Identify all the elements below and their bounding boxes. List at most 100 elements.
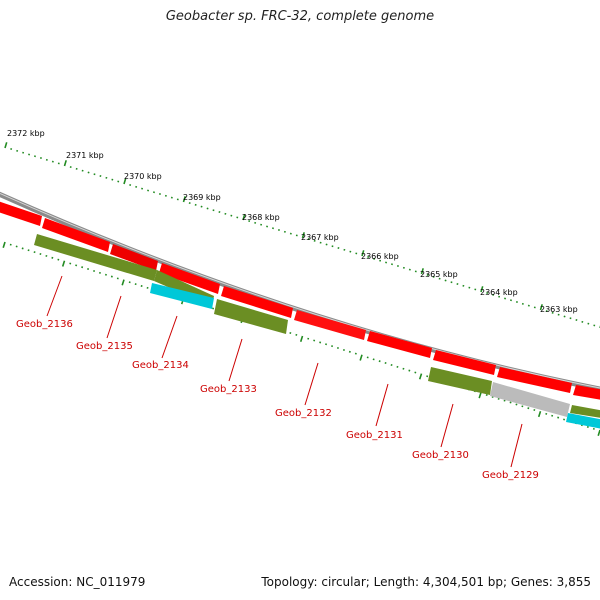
scale-tick-minor [592,427,595,430]
gene-forward[interactable] [0,200,42,226]
scale-tick-minor [586,425,589,429]
scale-tick-minor [551,414,554,417]
scale-tick-major [63,160,67,167]
gene-label-geob-2132[interactable]: Geob_2132 [275,408,332,419]
scale-tick-minor [147,189,150,192]
scale-tick-minor [45,158,48,161]
gene-forward[interactable] [433,350,496,375]
scale-tick-minor [545,412,548,415]
gene-label-geob-2131[interactable]: Geob_2131 [346,430,403,441]
scale-tick-minor [527,304,530,307]
forward-genes [0,200,600,401]
scale-tick-minor [319,341,322,344]
scale-tick-major [123,178,127,185]
gene-labels: Geob_2136 Geob_2135 Geob_2134 Geob_2133 … [16,319,539,481]
scale-label-2369: 2369 kbp [183,193,221,202]
gene-label-geob-2135[interactable]: Geob_2135 [76,341,133,352]
scale-tick-minor [266,225,269,228]
scale-tick-minor [486,292,489,295]
scale-tick-minor [385,261,388,264]
scale-tick-minor [104,273,107,276]
scale-tick-minor [349,250,352,253]
scale-tick-minor [99,175,102,178]
scale-tick-minor [337,247,340,250]
scale-tick-minor [81,266,84,269]
scale-tick-minor [289,232,292,235]
gene-forward[interactable] [110,244,158,271]
gene-forward[interactable] [42,218,110,252]
scale-tick-minor [135,185,138,188]
gene-label-geob-2130[interactable]: Geob_2130 [412,450,469,461]
scale-tick-minor [51,256,54,259]
scale-label-2363: 2363 kbp [540,305,578,314]
scale-tick-major [61,260,66,267]
scale-labels: 2372 kbp 2371 kbp 2370 kbp 2369 kbp 2368… [7,129,578,314]
scale-tick-major [359,354,363,361]
scale-tick-major [299,335,304,342]
label-leaders [46,275,523,468]
scale-tick-minor [206,207,209,210]
scale-tick-minor [200,205,203,208]
scale-tick-minor [551,311,554,314]
gene-reverse[interactable] [34,234,157,281]
scale-tick-minor [515,403,518,406]
scale-tick-minor [408,268,411,271]
scale-tick-minor [146,286,149,289]
scale-tick-minor [110,275,113,278]
gene-label-geob-2134[interactable]: Geob_2134 [132,360,189,371]
scale-label-2371: 2371 kbp [66,151,104,160]
gene-reverse-cyan[interactable] [150,283,214,309]
gene-label-geob-2129[interactable]: Geob_2129 [482,470,539,481]
scale-tick-minor [28,153,31,156]
scale-tick-major [4,142,8,149]
scale-tick-minor [75,167,78,170]
scale-tick-minor [16,149,19,152]
scale-tick-major [420,268,424,275]
scale-tick-minor [504,297,507,300]
scale-tick-major [478,392,482,399]
gene-reverse[interactable] [570,405,600,419]
scale-tick-minor [93,269,96,272]
scale-tick-minor [342,348,345,351]
gene-label-geob-2133[interactable]: Geob_2133 [200,384,257,395]
scale-tick-minor [325,243,328,246]
scale-tick-minor [254,221,257,224]
scale-tick-minor [396,265,399,268]
gene-forward[interactable] [367,331,432,358]
scale-tick-minor [87,171,90,174]
scale-tick-major [242,214,246,221]
scale-tick-minor [396,365,399,368]
gene-forward[interactable] [159,263,220,294]
scale-tick-minor [230,214,233,217]
scale-tick-minor [414,371,417,374]
gene-reverse[interactable] [214,299,288,334]
scale-tick-minor [509,401,512,404]
scale-tick-major [301,232,305,239]
scale-tick-major [418,373,423,380]
scale-tick-minor [218,211,221,214]
scale-tick-minor [331,345,334,348]
scale-tick-minor [503,399,506,402]
accession-text: Accession: NC_011979 [9,575,146,589]
scale-tick-minor [212,307,215,310]
scale-tick-minor [134,283,137,286]
gene-forward[interactable] [221,286,293,318]
gene-forward[interactable] [573,385,600,401]
gene-reverse[interactable] [428,367,492,395]
scale-tick-minor [277,229,280,232]
gene-reverse-gray[interactable] [490,382,570,417]
scale-tick-minor [129,184,132,187]
gene-forward[interactable] [497,367,572,393]
scale-tick-minor [384,362,387,365]
scale-tick-minor [98,271,101,274]
gene-label-geob-2136[interactable]: Geob_2136 [16,319,73,330]
scale-tick-minor [194,203,197,206]
gene-forward[interactable] [294,310,366,340]
scale-tick-minor [307,238,310,241]
scale-tick-minor [408,369,411,372]
scale-tick-minor [492,293,495,296]
scale-tick-minor [313,239,316,242]
gene-reverse-cyan[interactable] [566,413,600,430]
scale-tick-minor [367,256,370,259]
